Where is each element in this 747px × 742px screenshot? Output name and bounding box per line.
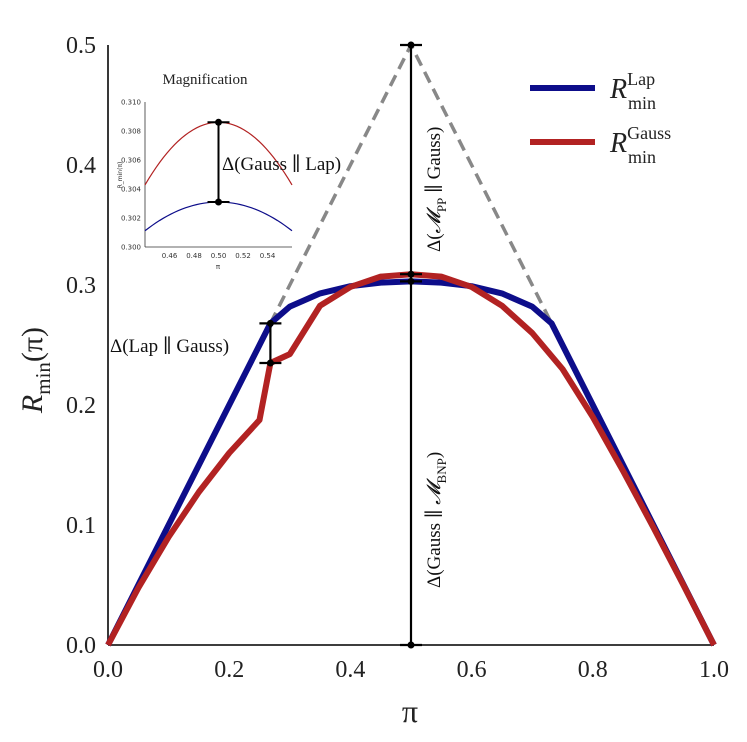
interval-label-gauss-mbnp: Δ(Gauss ∥ 𝓜BNP) <box>424 452 449 588</box>
y-tick-labels: 0.0 0.1 0.2 0.3 0.4 0.5 <box>66 33 96 659</box>
legend: RLap min RGauss min <box>530 69 671 167</box>
inset-y-tick-label: 0.302 <box>121 215 141 223</box>
y-axis-label-sub: min <box>31 362 55 395</box>
x-tick-labels: 0.0 0.2 0.4 0.6 0.8 1.0 <box>93 657 729 683</box>
interval-dot <box>407 641 415 649</box>
x-tick-label: 0.2 <box>214 657 244 683</box>
x-tick-label: 0.4 <box>335 657 365 683</box>
y-axis-label-arg: (π) <box>16 327 49 362</box>
inset-annotation: Δ(Gauss ∥ Lap) <box>222 154 341 175</box>
y-tick-label: 0.5 <box>66 33 96 59</box>
inset-y-tick-labels: 0.300 0.302 0.304 0.306 0.308 0.310 <box>121 99 142 252</box>
y-tick-label: 0.3 <box>66 273 96 299</box>
y-axis-label-main: R <box>16 395 49 414</box>
x-tick-label: 0.0 <box>93 657 123 683</box>
interval-markers <box>259 41 422 649</box>
inset-y-tick-label: 0.304 <box>121 186 142 194</box>
inset-axes <box>144 102 292 248</box>
x-tick-label: 0.6 <box>457 657 487 683</box>
y-tick-label: 0.0 <box>66 633 96 659</box>
interval-label-lap-gauss: Δ(Lap ∥ Gauss) <box>110 336 229 357</box>
x-tick-label: 1.0 <box>699 657 729 683</box>
interval-dot <box>266 359 274 367</box>
inset-x-tick-label: 0.52 <box>235 252 251 260</box>
inset-x-label: π <box>216 263 221 271</box>
y-tick-label: 0.2 <box>66 393 96 419</box>
interval-dot <box>266 319 274 327</box>
interval-dot <box>407 270 415 278</box>
inset-line-lap <box>144 201 293 232</box>
legend-label-gauss: RGauss min <box>609 123 671 167</box>
x-tick-label: 0.8 <box>578 657 608 683</box>
legend-label-lap: RLap min <box>609 69 656 113</box>
inset-y-tick-label: 0.306 <box>121 157 142 165</box>
inset-interval-dot <box>215 198 222 206</box>
inset-x-tick-label: 0.48 <box>186 252 202 260</box>
x-axis-label: π <box>402 693 418 729</box>
interval-dot <box>407 41 415 49</box>
interval-label-mpp-gauss: Δ(𝓜PP ∥ Gauss) <box>424 127 449 252</box>
y-axis-label: Rmin(π) <box>16 327 55 414</box>
inset-x-tick-labels: 0.46 0.48 0.50 0.52 0.54 <box>162 252 276 260</box>
inset-x-tick-label: 0.50 <box>211 252 227 260</box>
inset-y-tick-label: 0.300 <box>121 244 141 252</box>
y-tick-label: 0.1 <box>66 513 96 539</box>
inset-title: Magnification <box>163 72 248 88</box>
inset-interval <box>207 118 230 206</box>
inset: Magnification 0.3000.3020.3040.3060.3080… <box>117 72 341 271</box>
inset-y-label: R_min(π) <box>117 162 124 189</box>
inset-y-tick-label: 0.310 <box>121 99 141 107</box>
inset-x-tick-label: 0.46 <box>162 252 178 260</box>
y-tick-label: 0.4 <box>66 153 96 179</box>
inset-interval-dot <box>215 118 222 126</box>
series-line-gauss <box>105 271 717 647</box>
inset-y-tick-label: 0.308 <box>121 128 141 136</box>
inset-x-tick-label: 0.54 <box>260 252 276 260</box>
